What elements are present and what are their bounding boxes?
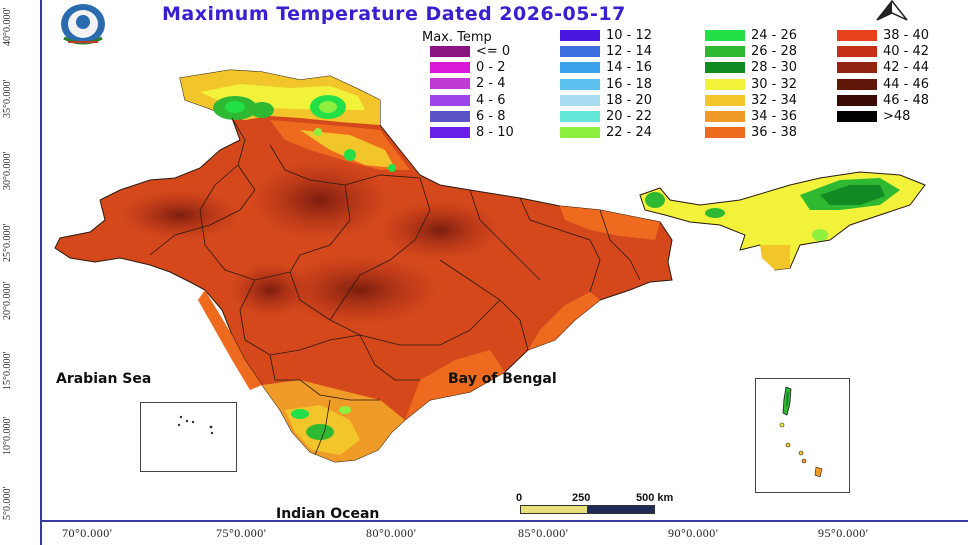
north-arrow-icon	[876, 0, 908, 21]
legend-swatch	[430, 110, 470, 122]
legend-label: 10 - 12	[606, 28, 653, 43]
legend-title: Max. Temp	[422, 30, 492, 45]
legend-swatch	[705, 127, 745, 139]
lon-label: 70°0.000'	[62, 526, 113, 540]
legend-label: 4 - 6	[476, 92, 506, 108]
lon-label: 80°0.000'	[366, 526, 417, 540]
legend-swatch	[430, 94, 470, 106]
scale-bar-segment	[520, 505, 588, 514]
legend-swatch	[837, 62, 877, 74]
legend-label: 44 - 46	[883, 76, 930, 92]
legend-swatch	[837, 46, 877, 58]
legend-swatch	[837, 30, 877, 41]
legend-label: 34 - 36	[751, 109, 798, 124]
legend-label: 26 - 28	[751, 44, 798, 60]
legend-label: 38 - 40	[883, 28, 930, 43]
legend-label: 18 - 20	[606, 92, 653, 108]
legend-swatch	[705, 46, 745, 58]
legend-label: 42 - 44	[883, 60, 930, 76]
legend-label: 14 - 16	[606, 60, 653, 76]
map-frame-bottom	[40, 520, 968, 522]
legend-label: 6 - 8	[476, 108, 506, 124]
legend-swatch	[560, 127, 600, 139]
legend-swatch	[430, 78, 470, 90]
map-frame-left	[40, 0, 42, 545]
legend-swatch	[560, 46, 600, 58]
lat-label: 5°0.000'	[2, 486, 13, 520]
lakshadweep-islands	[177, 415, 214, 435]
legend-label: 20 - 22	[606, 109, 653, 124]
lat-label: 25°0.000'	[2, 223, 13, 262]
imd-emblem-icon	[61, 4, 105, 45]
bay-of-bengal-label: Bay of Bengal	[448, 371, 557, 387]
map-title: Maximum Temperature Dated 2026-05-17	[162, 3, 626, 25]
legend-label: 0 - 2	[476, 60, 506, 76]
legend-label: 22 - 24	[606, 125, 653, 141]
legend-swatch	[560, 30, 600, 41]
legend-swatch	[705, 62, 745, 74]
lat-label: 30°0.000'	[2, 151, 13, 190]
legend-label: 8 - 10	[476, 125, 514, 140]
lakshadweep-inset	[140, 402, 237, 472]
legend-swatch	[560, 111, 600, 122]
legend-swatch	[837, 78, 877, 90]
lon-label: 90°0.000'	[668, 526, 719, 540]
legend-swatch	[430, 46, 470, 57]
legend-label: <= 0	[476, 44, 511, 59]
legend-label: 24 - 26	[751, 28, 798, 43]
legend-label: 12 - 14	[606, 44, 653, 60]
lat-label: 20°0.000'	[2, 281, 13, 320]
legend-swatch	[560, 94, 600, 106]
arabian-sea-label: Arabian Sea	[56, 371, 152, 387]
legend-swatch	[430, 127, 470, 138]
lon-label: 75°0.000'	[216, 526, 267, 540]
scale-tick-250: 250	[572, 492, 591, 504]
legend-swatch	[705, 111, 745, 122]
scale-tick-0: 0	[516, 492, 523, 504]
indian-ocean-label: Indian Ocean	[276, 506, 380, 522]
legend-label: >48	[883, 109, 911, 124]
lat-label: 35°0.000'	[2, 79, 13, 118]
legend-label: 32 - 34	[751, 92, 798, 108]
scale-tick-500: 500 km	[636, 492, 674, 504]
legend-swatch	[430, 62, 470, 74]
lon-label: 85°0.000'	[518, 526, 569, 540]
legend-label: 40 - 42	[883, 44, 930, 60]
legend-label: 36 - 38	[751, 125, 798, 141]
legend-label: 16 - 18	[606, 76, 653, 92]
lat-label: 40°0.000'	[2, 7, 13, 46]
lat-label: 10°0.000'	[2, 416, 13, 455]
lon-label: 95°0.000'	[818, 526, 869, 540]
andaman-islands	[779, 386, 823, 478]
legend-label: 46 - 48	[883, 92, 930, 108]
legend-swatch	[837, 94, 877, 106]
andaman-nicobar-inset	[755, 378, 850, 493]
legend-label: 28 - 30	[751, 60, 798, 76]
legend-swatch	[837, 111, 877, 122]
legend-swatch	[705, 94, 745, 106]
legend-swatch	[560, 62, 600, 74]
legend-label: 2 - 4	[476, 76, 506, 92]
legend-swatch	[705, 30, 745, 41]
legend-label: 30 - 32	[751, 76, 798, 92]
scale-bar-segment	[587, 505, 655, 514]
legend-swatch	[705, 78, 745, 90]
state-boundaries	[149, 117, 641, 456]
lat-label: 15°0.000'	[2, 351, 13, 390]
legend-swatch	[560, 78, 600, 90]
